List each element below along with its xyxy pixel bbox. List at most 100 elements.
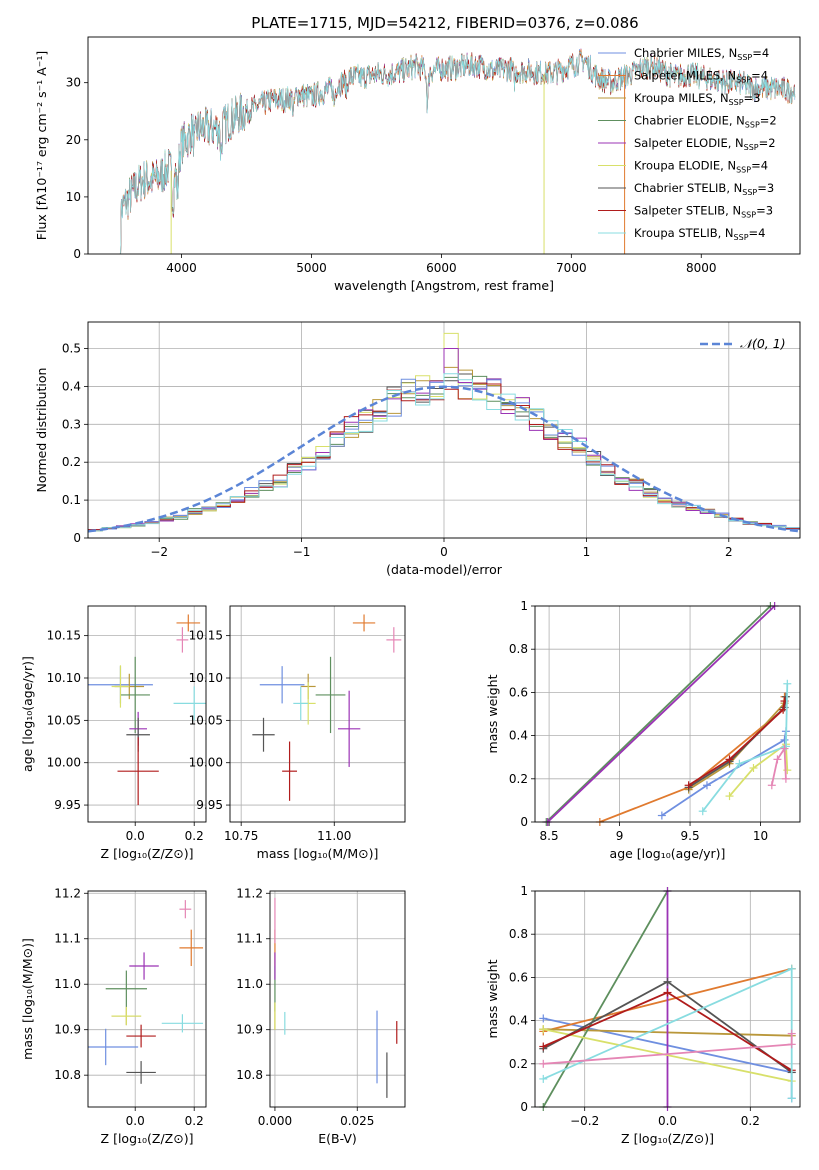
axes-frame [87, 36, 801, 255]
y-tick-label: 0.8 [509, 927, 528, 941]
x-tick-label: 0.000 [258, 1114, 292, 1128]
x-axis-label: (data-model)/error [386, 562, 503, 577]
axes-mass-weight-vs-Z: −0.2 0.0 0.2 0 0.2 0.4 0.6 0.8 1 Z [log₁₀(Z/Z⊙)] m… [485, 884, 801, 1146]
weight-line [728, 742, 789, 797]
spectrum-line [119, 51, 796, 254]
x-tick-label: −0.2 [570, 1114, 599, 1128]
y-tick-label: 0.2 [509, 1057, 528, 1071]
y-tick-label: 10.9 [54, 1023, 81, 1037]
legend-label: Salpeter ELODIE, NSSP=2 [634, 136, 776, 152]
weight-line [688, 700, 786, 787]
y-tick-label: 11.1 [54, 932, 81, 946]
y-axis-label: Normed distribution [34, 368, 49, 493]
axes-age-vs-Z: 0.0 0.2 9.95 10.00 10.05 10.10 10.15 Z [log₁₀(Z… [20, 605, 207, 861]
x-tick-label: 0.2 [185, 829, 204, 843]
x-tick-label: 0.0 [658, 1114, 677, 1128]
weight-line [701, 683, 789, 812]
x-axis-label: Z [log₁₀(Z/Z⊙)] [621, 1131, 714, 1146]
weight-line [547, 606, 776, 822]
y-tick-label: 0.8 [509, 642, 528, 656]
x-tick-label: 11.00 [317, 829, 351, 843]
legend-label: Salpeter MILES, NSSP=4 [634, 69, 768, 85]
weight-line [599, 696, 786, 822]
legend-label: Kroupa ELODIE, NSSP=4 [634, 159, 768, 175]
y-tick-label: 9.95 [54, 798, 81, 812]
x-tick-label: 5000 [296, 261, 327, 275]
x-tick-label: 0.0 [126, 1114, 145, 1128]
legend-label: Chabrier ELODIE, NSSP=2 [634, 114, 777, 130]
axes-frame [229, 605, 406, 823]
y-tick-label: 11.2 [236, 886, 263, 900]
y-tick-label: 0.2 [509, 772, 528, 786]
x-axis-label: mass [log₁₀(M/M⊙)] [257, 846, 379, 861]
y-tick-label: 0.4 [509, 1014, 528, 1028]
y-axis-label: Flux [fλ10⁻¹⁷ erg cm⁻² s⁻¹ A⁻¹] [34, 51, 49, 240]
x-tick-label: 0.0 [126, 829, 145, 843]
x-tick-label: 6000 [426, 261, 457, 275]
figure-title: PLATE=1715, MJD=54212, FIBERID=0376, z=0… [251, 14, 638, 32]
weight-line [545, 606, 772, 822]
legend-label: Kroupa MILES, NSSP=3 [634, 91, 760, 107]
y-tick-label: 0.6 [509, 685, 528, 699]
y-tick-label: 9.95 [196, 798, 223, 812]
y-axis-label: mass [log₁₀(M/M⊙)] [20, 938, 35, 1060]
legend-label: Chabrier STELIB, NSSP=3 [634, 181, 774, 197]
axes-spectrum: 4000 5000 6000 7000 8000 0 10 20 30 wavelength [A… [34, 36, 801, 293]
y-tick-label: 0.5 [62, 342, 81, 356]
x-axis-label: age [log₁₀(age/yr)] [610, 846, 726, 861]
y-tick-label: 0.4 [509, 729, 528, 743]
axes-mass-vs-Z: 0.0 0.2 10.8 10.9 11.0 11.1 11.2 Z [log₁₀(Z/Z⊙)… [20, 886, 207, 1146]
y-tick-label: 10.15 [47, 629, 81, 643]
y-tick-label: 0 [520, 1100, 528, 1114]
weight-line [543, 1028, 792, 1082]
y-axis-label: age [log₁₀(age/yr)] [20, 656, 35, 772]
x-tick-label: 4000 [166, 261, 197, 275]
y-tick-label: 10.05 [47, 713, 81, 727]
x-tick-label: 8000 [686, 261, 717, 275]
x-tick-label: 0.2 [185, 1114, 204, 1128]
y-axis-label: mass weight [485, 959, 500, 1038]
y-tick-label: 20 [66, 133, 81, 147]
x-tick-label: −1 [293, 545, 311, 559]
legend-label: Salpeter STELIB, NSSP=3 [634, 204, 773, 220]
y-tick-label: 30 [66, 76, 81, 90]
axes-mass-weight-vs-age: 8.5 9 9.5 10 0 0.2 0.4 0.6 0.8 1 age [log₁₀(age/yr… [485, 599, 801, 861]
weight-line [770, 745, 787, 786]
x-axis-label: E(B-V) [318, 1131, 357, 1146]
x-tick-label: 10.75 [224, 829, 258, 843]
x-tick-label: 0.2 [741, 1114, 760, 1128]
y-tick-label: 0 [520, 815, 528, 829]
y-tick-label: 11.0 [54, 977, 81, 991]
weight-line [542, 891, 669, 1107]
y-tick-label: 10.10 [189, 671, 223, 685]
legend-label: Chabrier MILES, NSSP=4 [634, 46, 769, 62]
y-tick-label: 0.2 [62, 455, 81, 469]
legend-label: 𝒩(0, 1) [740, 336, 786, 351]
histogram-step [88, 373, 800, 538]
x-tick-label: −2 [150, 545, 168, 559]
y-tick-label: 10.15 [189, 629, 223, 643]
x-axis-label: Z [log₁₀(Z/Z⊙)] [101, 1131, 194, 1146]
y-axis-label: mass weight [485, 674, 500, 753]
axes-frame [534, 605, 801, 823]
x-tick-label: 0 [440, 545, 448, 559]
x-tick-label: 0.025 [340, 1114, 374, 1128]
y-tick-label: 0 [73, 531, 81, 545]
legend-label: Kroupa STELIB, NSSP=4 [634, 226, 765, 242]
y-tick-label: 11.0 [236, 977, 263, 991]
y-tick-label: 10.00 [47, 756, 81, 770]
x-tick-label: 9.5 [681, 829, 700, 843]
y-tick-label: 0.6 [509, 970, 528, 984]
y-tick-label: 1 [520, 599, 528, 613]
x-tick-label: 1 [583, 545, 591, 559]
x-tick-label: 7000 [556, 261, 587, 275]
y-tick-label: 10.00 [189, 756, 223, 770]
axes-frame [87, 321, 801, 539]
y-tick-label: 11.2 [54, 886, 81, 900]
x-tick-label: 8.5 [540, 829, 559, 843]
x-tick-label: 2 [725, 545, 733, 559]
axes-frame [269, 890, 406, 1108]
weight-line [661, 731, 787, 817]
y-tick-label: 10.9 [236, 1023, 263, 1037]
